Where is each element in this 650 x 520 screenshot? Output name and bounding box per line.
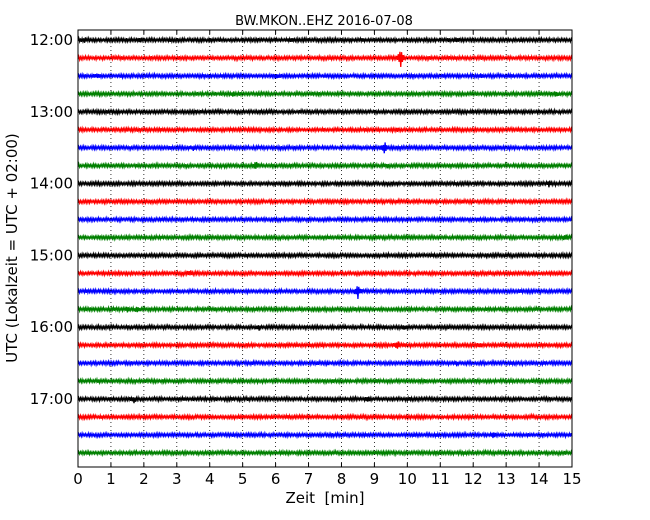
trace-1330 [77, 142, 573, 154]
trace-1745 [77, 448, 573, 458]
x-tick-label: 3 [172, 470, 182, 488]
x-axis: 0 1 2 3 4 5 6 7 8 9 10 11 12 13 14 15 [73, 30, 582, 488]
x-tick-label: 7 [304, 470, 314, 488]
x-tick-label: 0 [73, 470, 83, 488]
y-tick-label: 12:00 [30, 31, 73, 49]
y-axis: 12:00 13:00 14:00 15:00 16:00 17:00 [30, 31, 572, 408]
x-tick-label: 9 [370, 470, 380, 488]
trace-1300 [77, 107, 573, 117]
trace-1715 [77, 412, 573, 422]
trace-1200 [77, 35, 573, 45]
x-tick-label: 2 [139, 470, 149, 488]
x-tick-label: 15 [562, 470, 581, 488]
x-tick-label: 10 [398, 470, 417, 488]
trace-1400 [77, 179, 573, 189]
trace-1630 [77, 358, 573, 368]
chart-title: BW.MKON..EHZ 2016-07-08 [235, 14, 413, 29]
y-tick-label: 14:00 [30, 175, 73, 193]
x-axis-label: Zeit [min] [285, 489, 364, 507]
x-tick-label: 12 [464, 470, 483, 488]
trace-1600 [77, 322, 573, 332]
x-tick-label: 1 [106, 470, 116, 488]
trace-1500 [77, 250, 573, 260]
trace-1730 [77, 430, 573, 440]
x-tick-label: 5 [238, 470, 248, 488]
trace-1415 [77, 197, 573, 207]
x-tick-label: 8 [337, 470, 347, 488]
y-tick-label: 17:00 [30, 390, 73, 408]
trace-1245 [77, 89, 573, 99]
trace-1700 [77, 394, 573, 404]
trace-1615 [77, 340, 573, 350]
traces-layer [77, 35, 573, 458]
trace-1530 [77, 286, 573, 299]
trace-1445 [77, 232, 573, 242]
trace-1430 [77, 215, 573, 224]
trace-1315 [77, 125, 573, 135]
x-tick-label: 14 [530, 470, 549, 488]
trace-1645 [77, 376, 573, 386]
trace-1545 [77, 304, 573, 314]
y-axis-label: UTC (Lokalzeit = UTC + 02:00) [3, 133, 21, 363]
plot-frame [77, 29, 573, 468]
x-tick-label: 13 [497, 470, 516, 488]
y-tick-label: 13:00 [30, 103, 73, 121]
trace-1215 [77, 51, 573, 68]
trace-1345 [77, 161, 573, 171]
y-tick-label: 16:00 [30, 318, 73, 336]
x-tick-label: 4 [205, 470, 215, 488]
y-tick-label: 15:00 [30, 246, 73, 264]
x-tick-label: 6 [271, 470, 281, 488]
trace-1515 [77, 268, 573, 278]
grid-layer [110, 30, 540, 467]
trace-1230 [77, 71, 573, 81]
x-tick-label: 11 [431, 470, 450, 488]
